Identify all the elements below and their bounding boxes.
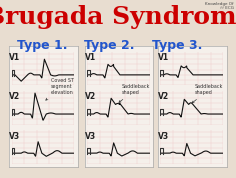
Text: Knowledge Of
♯♯ ECG: Knowledge Of ♯♯ ECG (205, 2, 234, 10)
Text: V3: V3 (9, 132, 21, 141)
Text: Brugada Syndrome: Brugada Syndrome (0, 5, 236, 29)
Text: V2: V2 (9, 93, 21, 101)
Text: V3: V3 (158, 132, 169, 141)
Text: V3: V3 (85, 132, 96, 141)
Text: V2: V2 (158, 93, 169, 101)
Text: Saddleback
shaped: Saddleback shaped (192, 84, 223, 103)
Text: V1: V1 (158, 53, 169, 62)
Text: V1: V1 (85, 53, 96, 62)
Text: Type 1.: Type 1. (17, 39, 68, 52)
Text: Coved ST
segment
elevation: Coved ST segment elevation (46, 78, 74, 100)
Text: Type 2.: Type 2. (84, 39, 135, 52)
Text: Type 3.: Type 3. (152, 39, 202, 52)
Text: V2: V2 (85, 93, 96, 101)
Text: V1: V1 (9, 53, 21, 62)
Text: Saddleback
shaped: Saddleback shaped (119, 84, 150, 102)
